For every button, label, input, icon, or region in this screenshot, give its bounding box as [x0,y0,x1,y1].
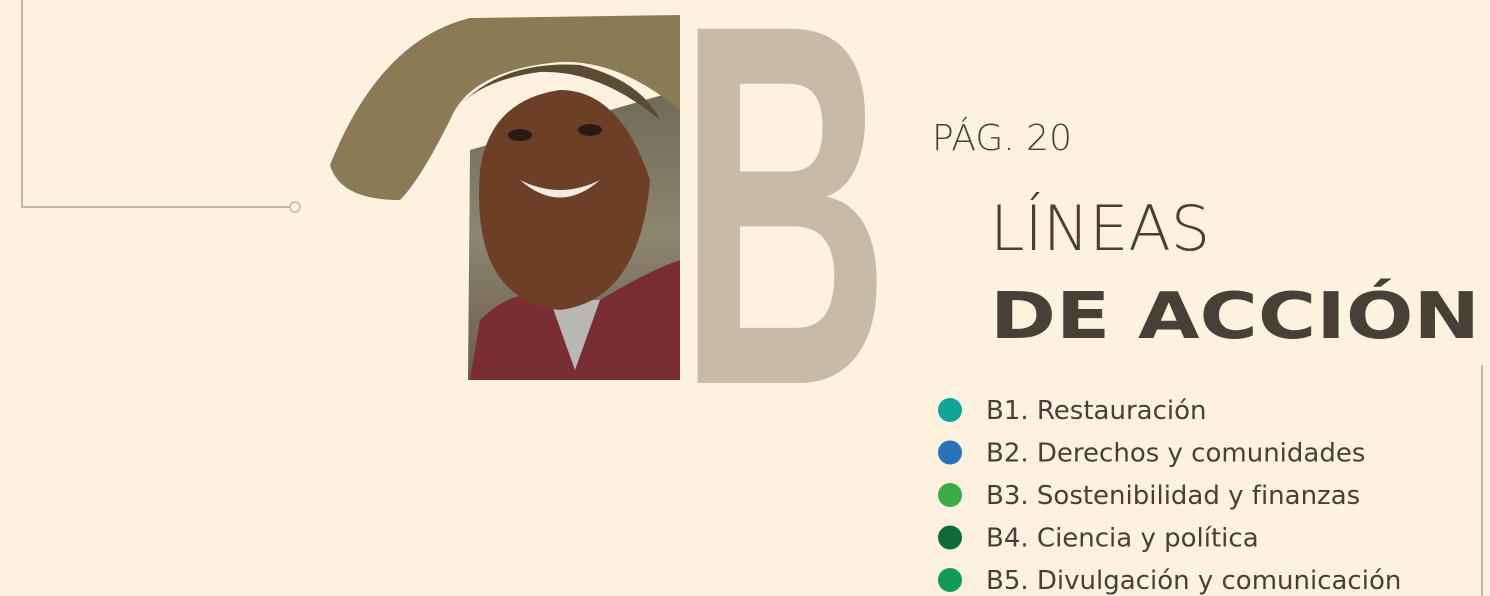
big-letter: B [678,0,890,493]
bullet [938,526,962,550]
list-item: B2. Derechos y comunidades [986,439,1365,469]
bullet [938,568,962,592]
frame-dot [290,202,300,212]
frame-line [22,0,290,207]
page: {"letter": "B", "page_ref": "PÁG. 20", "… [0,0,1490,596]
list-item: B5. Divulgación y comunicación [986,566,1401,596]
bullet [938,483,962,507]
list-item: B4. Ciencia y política [986,524,1259,554]
page-ref: PÁG. 20 [932,117,1072,159]
title-line1: LÍNEAS [990,192,1210,265]
photo [330,15,680,380]
list-item: B1. Restauración [986,396,1206,426]
title-line2: DE ACCIÓN [990,278,1480,354]
list-item: B3. Sostenibilidad y finanzas [986,481,1360,511]
canvas: B PÁG. 20 LÍNEAS DE ACCIÓN B1. Restaurac… [0,0,1490,596]
bullet [938,398,962,422]
bullet [938,441,962,465]
action-list: B1. Restauración B2. Derechos y comunidad… [938,396,1401,596]
